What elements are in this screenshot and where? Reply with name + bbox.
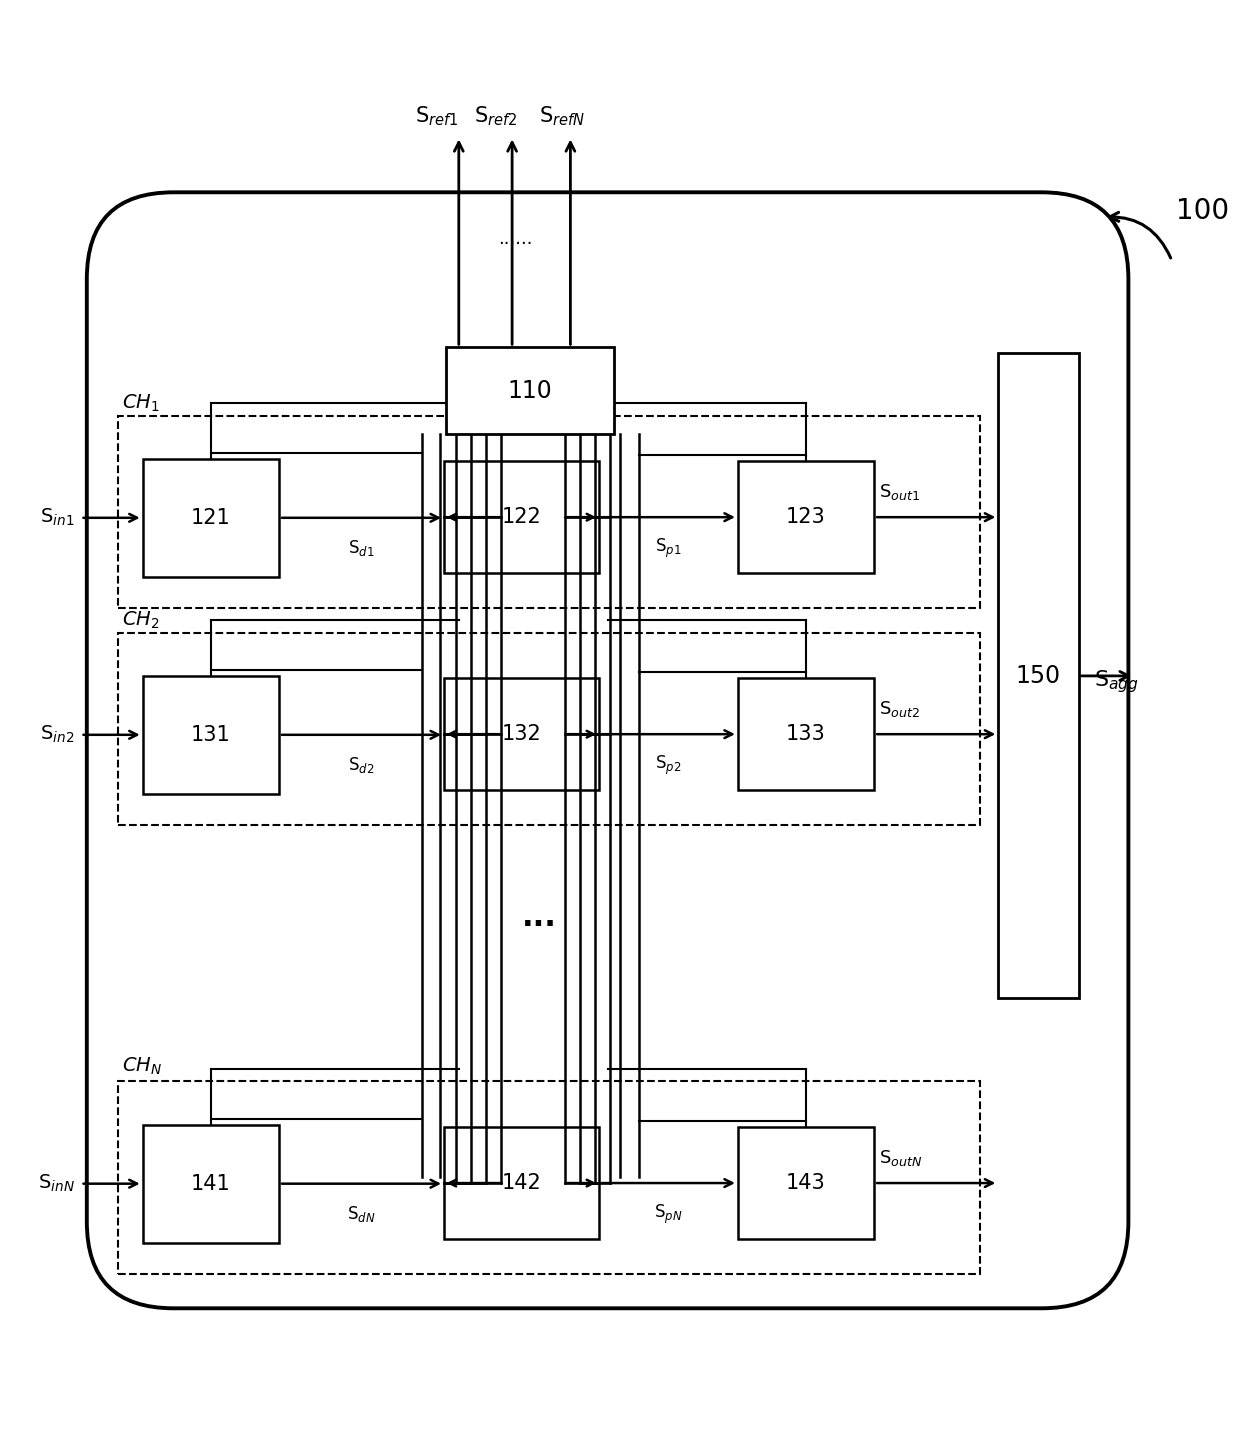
Bar xyxy=(143,459,279,576)
Text: 110: 110 xyxy=(507,379,553,403)
Bar xyxy=(444,679,599,789)
Text: S$_{p1}$: S$_{p1}$ xyxy=(655,537,682,560)
Text: S$_{ref2}$: S$_{ref2}$ xyxy=(474,104,518,128)
Text: 131: 131 xyxy=(191,726,231,744)
Text: S$_{outN}$: S$_{outN}$ xyxy=(879,1148,923,1168)
Text: S$_{refN}$: S$_{refN}$ xyxy=(538,104,585,128)
Bar xyxy=(118,633,980,824)
Text: S$_{p2}$: S$_{p2}$ xyxy=(655,755,682,778)
Text: 142: 142 xyxy=(501,1172,542,1193)
Text: S$_{d1}$: S$_{d1}$ xyxy=(348,538,374,557)
Text: CH$_1$: CH$_1$ xyxy=(122,392,160,414)
Bar xyxy=(738,1127,874,1239)
Text: S$_{dN}$: S$_{dN}$ xyxy=(347,1203,376,1223)
Text: S$_{out2}$: S$_{out2}$ xyxy=(879,699,920,720)
Text: 150: 150 xyxy=(1016,665,1061,688)
Bar xyxy=(444,461,599,573)
FancyBboxPatch shape xyxy=(87,193,1128,1309)
Text: 132: 132 xyxy=(501,724,542,744)
Text: S$_{in1}$: S$_{in1}$ xyxy=(40,508,74,528)
Bar xyxy=(738,461,874,573)
Text: S$_{in2}$: S$_{in2}$ xyxy=(40,724,74,746)
Bar xyxy=(118,415,980,608)
Text: 123: 123 xyxy=(786,508,826,527)
Bar xyxy=(444,1127,599,1239)
Text: S$_{inN}$: S$_{inN}$ xyxy=(37,1172,74,1194)
Text: CH$_N$: CH$_N$ xyxy=(122,1056,161,1077)
Bar xyxy=(446,347,614,434)
Text: 143: 143 xyxy=(786,1172,826,1193)
Bar xyxy=(738,679,874,789)
Bar xyxy=(998,354,1079,998)
Text: 133: 133 xyxy=(786,724,826,744)
Text: ...: ... xyxy=(522,903,557,932)
Text: 122: 122 xyxy=(501,508,542,527)
Text: 100: 100 xyxy=(1177,197,1229,225)
Text: 141: 141 xyxy=(191,1174,231,1194)
Text: 121: 121 xyxy=(191,508,231,528)
Text: S$_{pN}$: S$_{pN}$ xyxy=(655,1203,682,1226)
Bar xyxy=(143,1125,279,1242)
Text: S$_{out1}$: S$_{out1}$ xyxy=(879,482,920,502)
Text: S$_{agg}$: S$_{agg}$ xyxy=(1094,669,1138,695)
Text: CH$_2$: CH$_2$ xyxy=(122,609,159,631)
Text: S$_{d2}$: S$_{d2}$ xyxy=(348,755,374,775)
Bar xyxy=(118,1081,980,1274)
Text: S$_{ref1}$: S$_{ref1}$ xyxy=(414,104,459,128)
Text: ......: ...... xyxy=(498,231,533,248)
Bar xyxy=(143,676,279,794)
